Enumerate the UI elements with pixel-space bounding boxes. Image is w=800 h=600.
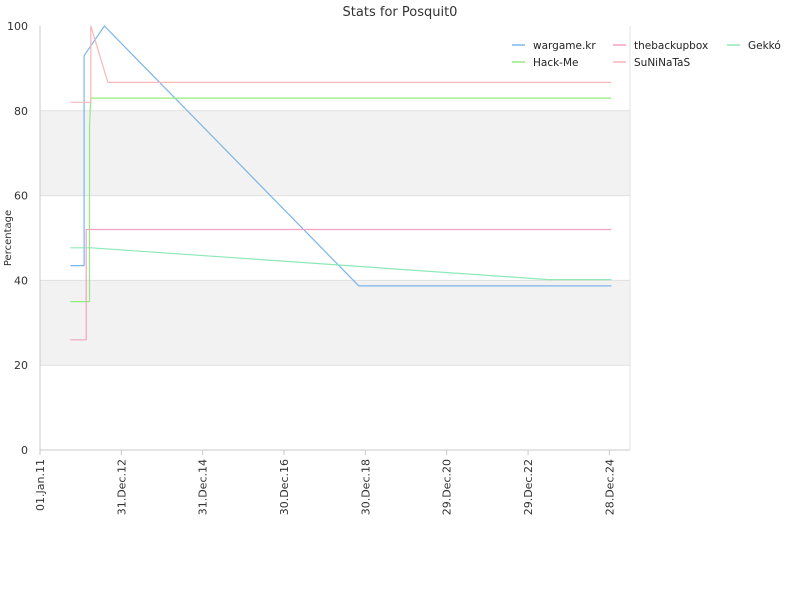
chart-title: Stats for Posquit0 xyxy=(343,5,458,20)
legend-item-thebackupbox[interactable]: thebackupbox xyxy=(634,40,708,52)
x-tick-label-0: 01.Jan.11 xyxy=(34,459,47,511)
background-bands xyxy=(40,110,630,366)
y-tick-label-80: 80 xyxy=(14,105,28,118)
x-tick-label-2: 31.Dec.14 xyxy=(197,459,210,515)
series-line-thebackupbox xyxy=(70,228,612,341)
x-tick-label-7: 28.Dec.24 xyxy=(603,459,616,515)
y-tick-label-40: 40 xyxy=(14,274,28,287)
legend-item-suninatas[interactable]: SuNiNaTaS xyxy=(634,57,690,69)
series-line-gekk- xyxy=(70,247,612,281)
y-tick-label-0: 0 xyxy=(21,444,28,457)
y-tick-label-100: 100 xyxy=(7,20,28,33)
series-line-suninatas xyxy=(70,25,612,103)
legend-item-hack-me[interactable]: Hack-Me xyxy=(533,57,579,69)
x-tick-label-5: 29.Dec.20 xyxy=(441,459,454,515)
x-tick-label-3: 30.Dec.16 xyxy=(278,459,291,515)
series-lines xyxy=(70,25,612,341)
y-axis-label: Percentage xyxy=(3,210,14,266)
y-tick-label-20: 20 xyxy=(14,359,28,372)
x-tick-label-4: 30.Dec.18 xyxy=(359,459,372,515)
y-tick-label-60: 60 xyxy=(14,190,28,203)
series-line-hack-me xyxy=(70,97,612,303)
series-line-wargame-kr xyxy=(70,25,612,287)
x-tick-label-6: 29.Dec.22 xyxy=(522,459,535,515)
legend-item-wargame-kr[interactable]: wargame.kr xyxy=(533,40,596,52)
legend[interactable]: wargame.kr thebackupbox Gekkó Hack-Me SuNiNa… xyxy=(512,40,781,69)
y-axis-ticks: 0 20 40 60 80 100 xyxy=(7,20,28,457)
background-band-0 xyxy=(40,280,630,366)
legend-item-gekk-[interactable]: Gekkó xyxy=(748,40,781,52)
grid-lines xyxy=(40,110,630,366)
background-band-1 xyxy=(40,110,630,196)
x-tick-label-1: 31.Dec.12 xyxy=(115,459,128,515)
x-axis-ticks: 01.Jan.11 31.Dec.12 31.Dec.14 30.Dec.16 30.D… xyxy=(34,450,616,515)
